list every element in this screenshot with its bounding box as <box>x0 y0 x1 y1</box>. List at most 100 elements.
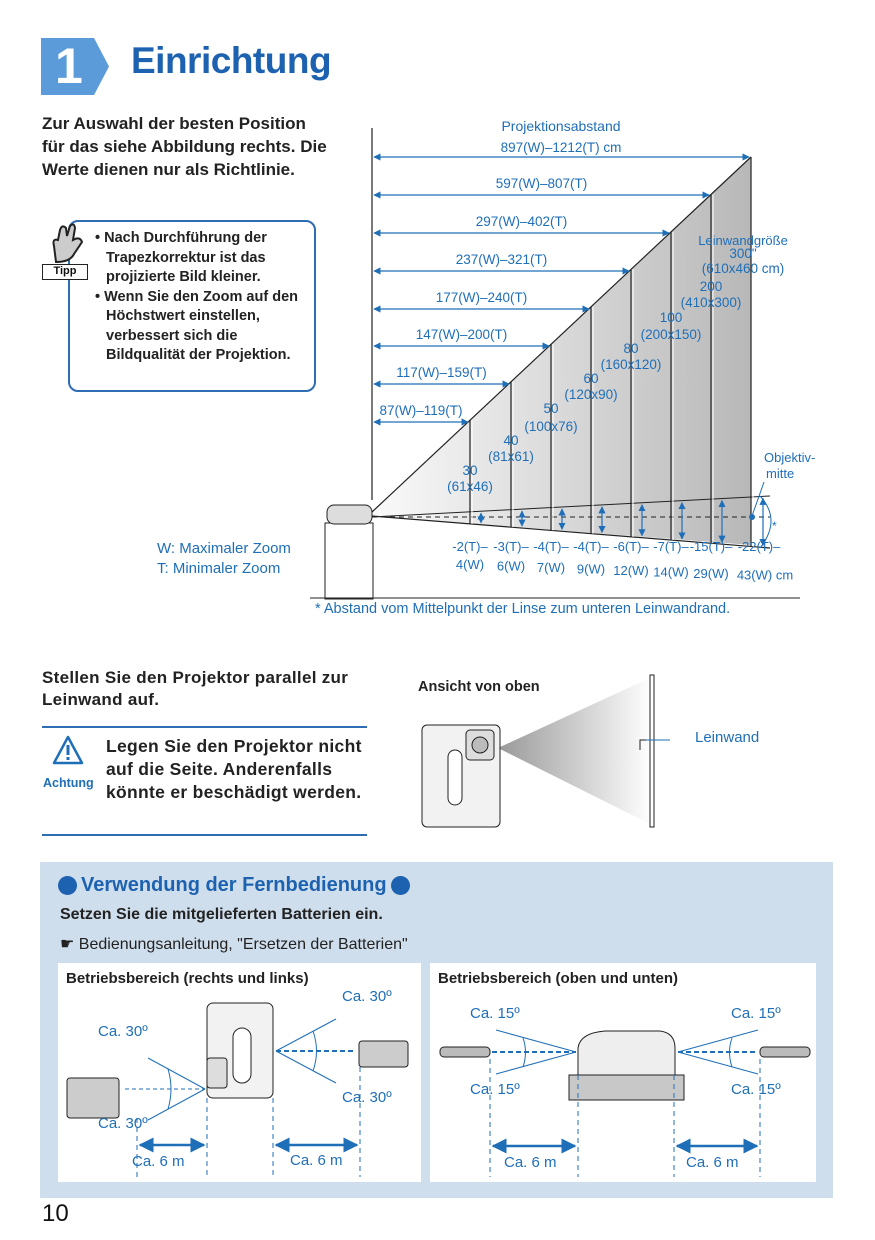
tip-box: Nach Durchführung der Trapezkorrektur is… <box>68 220 316 392</box>
bullet-dot-icon <box>58 876 77 895</box>
distance-label: 87(W)–119(T) <box>379 403 462 418</box>
distance-label: 297(W)–402(T) <box>476 214 568 229</box>
screen-dimension-label: (410x300) <box>681 295 742 310</box>
legend-wide: W: Maximaler Zoom <box>157 540 291 557</box>
pointing-hand-icon: ☛ <box>60 936 79 953</box>
angle-label: Ca. 30º <box>98 1115 148 1132</box>
screen-dimension-label: (81x61) <box>488 449 534 464</box>
screen-dimension-label: (610x460 cm) <box>702 261 785 276</box>
offset-label-wide: 9(W) <box>577 562 605 577</box>
tip-item: Nach Durchführung der Trapezkorrektur is… <box>94 229 308 288</box>
offset-label-wide: 4(W) <box>456 557 484 572</box>
distance-label: 147(W)–200(T) <box>416 327 508 342</box>
offset-label-wide: 12(W) <box>613 563 648 578</box>
legend-tele: T: Minimaler Zoom <box>157 560 281 577</box>
caution-text: Legen Sie den Projektor nicht auf die Se… <box>106 736 362 802</box>
screen-size-label: 40 <box>503 433 518 448</box>
offset-label-tele: -4(T)– <box>573 539 609 554</box>
offset-label-wide: 43(W) cm <box>737 568 793 583</box>
screen-dimension-label: (200x150) <box>641 327 702 342</box>
divider <box>42 834 367 836</box>
distance-label: Ca. 6 m <box>290 1152 343 1169</box>
panel-left-right: Betriebsbereich (rechts und links) Ca. 3… <box>58 963 421 1182</box>
offset-label-tele: -6(T)– <box>613 539 649 554</box>
remote-control <box>439 1046 491 1058</box>
screen-dimension-label: (100x76) <box>524 419 577 434</box>
manual-reference-link[interactable]: ☛ Bedienungsanleitung, "Ersetzen der Bat… <box>60 934 408 954</box>
footnote: * Abstand vom Mittelpunkt der Linse zum … <box>315 601 731 617</box>
distance-label: 177(W)–240(T) <box>436 290 528 305</box>
screen-dimension-label: (120x90) <box>564 387 617 402</box>
asterisk: * <box>772 519 777 533</box>
offset-label-tele: -4(T)– <box>533 539 569 554</box>
screen <box>649 674 655 828</box>
angle-label: Ca. 15º <box>470 1081 520 1098</box>
chapter-number-badge: 1 <box>41 38 109 95</box>
distance-label: Ca. 6 m <box>132 1153 185 1170</box>
remote-control <box>358 1040 409 1068</box>
parallel-instruction: Stellen Sie den Projektor parallel zur L… <box>42 668 349 709</box>
distance-label: 897(W)–1212(T) cm <box>501 140 622 155</box>
tip-item: Wenn Sie den Zoom auf den Höchstwert ein… <box>94 288 308 366</box>
screen-size-label: 60 <box>583 371 598 386</box>
screen-label: Leinwand <box>695 729 760 746</box>
stand <box>568 1074 685 1101</box>
screen-size-label: 80 <box>623 341 638 356</box>
panel-top-bottom: Betriebsbereich (oben und unten) Ca. 15º… <box>430 963 816 1182</box>
offset-label-tele: -22(T)– <box>738 539 781 554</box>
angle-label: Ca. 30º <box>342 988 392 1005</box>
distance-label: 117(W)–159(T) <box>396 365 487 380</box>
intro-text: Zur Auswahl der besten Position für das … <box>42 114 327 179</box>
offset-label-wide: 6(W) <box>497 559 525 574</box>
projector <box>326 504 373 525</box>
projector-side-view <box>577 1030 676 1076</box>
pointing-hand-icon <box>52 223 84 264</box>
lens-center-label: Objektiv- <box>764 450 815 465</box>
table <box>324 522 374 600</box>
zoom-legend: W: Maximaler Zoom T: Minimaler Zoom <box>157 539 291 579</box>
offset-label-wide: 14(W) <box>653 565 688 580</box>
screen-size-label: 100 <box>660 310 683 325</box>
angle-label: Ca. 30º <box>342 1089 392 1106</box>
caution-label: Achtung <box>43 776 94 790</box>
remote-section-title: Verwendung der Fernbedienung <box>58 874 410 897</box>
screen-size-label: 300" <box>729 246 757 261</box>
offset-label-tele: -2(T)– <box>452 539 488 554</box>
screen-dimension-label: (61x46) <box>447 479 493 494</box>
angle-label: Ca. 15º <box>731 1005 781 1022</box>
reference-text: Bedienungsanleitung, "Ersetzen der Batte… <box>78 936 408 953</box>
screen-dimension-label: (160x120) <box>601 357 662 372</box>
offset-label-tele: -15(T)– <box>690 539 733 554</box>
angle-label: Ca. 30º <box>98 1023 148 1040</box>
offset-label-wide: 7(W) <box>537 560 565 575</box>
remote-control <box>759 1046 811 1058</box>
projection-cone <box>372 157 751 545</box>
distance-label: 597(W)–807(T) <box>496 176 588 191</box>
angle-label: Ca. 15º <box>731 1081 781 1098</box>
panel-title: Betriebsbereich (oben und unten) <box>438 970 679 987</box>
panel-title: Betriebsbereich (rechts und links) <box>66 970 309 987</box>
screen-size-title: Leinwandgröße <box>698 233 788 248</box>
screen-size-label: 30 <box>462 463 477 478</box>
remote-subtitle: Setzen Sie die mitgelieferten Batterien … <box>60 906 383 923</box>
lens-center-label-2: mitte <box>766 466 794 481</box>
distance-title: Projektionsabstand <box>501 118 620 134</box>
distance-label: 237(W)–321(T) <box>456 252 548 267</box>
angle-label: Ca. 15º <box>470 1005 520 1022</box>
remote-title-text: Verwendung der Fernbedienung <box>81 874 387 896</box>
offset-label-tele: -7(T)– <box>653 539 689 554</box>
remote-control <box>66 1077 120 1119</box>
offset-label-tele: -3(T)– <box>493 539 529 554</box>
page-number: 10 <box>42 1200 69 1227</box>
projection-cone <box>498 677 652 825</box>
warning-icon <box>52 735 84 765</box>
top-view-label: Ansicht von oben <box>418 679 540 695</box>
projection-distance-diagram: 87(W)–119(T) 30(61x46) -2(T)– 4(W) 117(W)–15… <box>310 118 815 600</box>
page-title: Einrichtung <box>131 40 332 81</box>
screen-size-label: 200 <box>700 279 723 294</box>
distance-label: Ca. 6 m <box>686 1154 739 1171</box>
top-view-illustration <box>421 674 670 828</box>
offset-label-wide: 29(W) <box>693 566 728 581</box>
bullet-dot-icon <box>390 876 410 895</box>
screen-size-label: 50 <box>543 401 558 416</box>
